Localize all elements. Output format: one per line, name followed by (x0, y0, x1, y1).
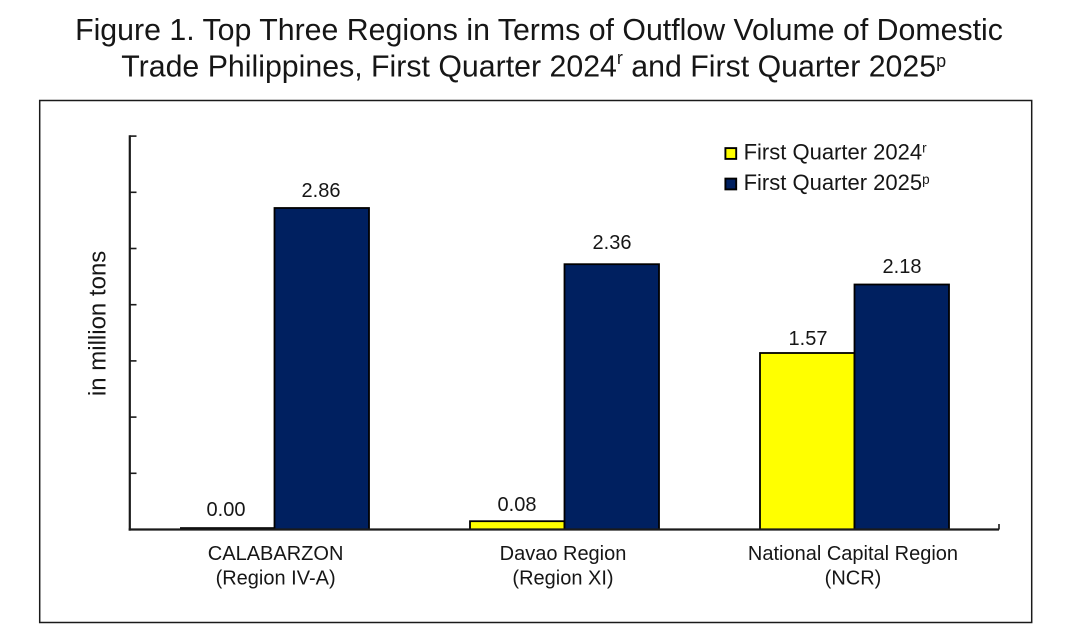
svg-text:1.57: 1.57 (789, 328, 828, 350)
svg-text:National Capital Region: National Capital Region (748, 543, 958, 565)
svg-text:CALABARZON: CALABARZON (208, 543, 344, 565)
svg-text:2.86: 2.86 (302, 180, 341, 202)
svg-text:Figure 1. Top Three Regions in: Figure 1. Top Three Regions in Terms of … (75, 14, 1003, 47)
svg-text:First Quarter 2025p: First Quarter 2025p (744, 170, 930, 195)
svg-text:(NCR): (NCR) (825, 568, 882, 590)
svg-text:(Region IV-A): (Region IV-A) (216, 568, 336, 590)
svg-text:Trade Philippines, First Quart: Trade Philippines, First Quarter 2024r a… (121, 48, 946, 84)
svg-text:0.00: 0.00 (207, 499, 246, 521)
svg-text:0.08: 0.08 (498, 494, 537, 516)
svg-text:Davao Region: Davao Region (500, 543, 627, 565)
svg-text:2.36: 2.36 (593, 232, 632, 254)
svg-text:2.18: 2.18 (883, 256, 922, 278)
svg-text:First Quarter 2024r: First Quarter 2024r (744, 140, 928, 165)
svg-text:(Region XI): (Region XI) (512, 568, 613, 590)
svg-text:in million tons: in million tons (85, 251, 112, 396)
